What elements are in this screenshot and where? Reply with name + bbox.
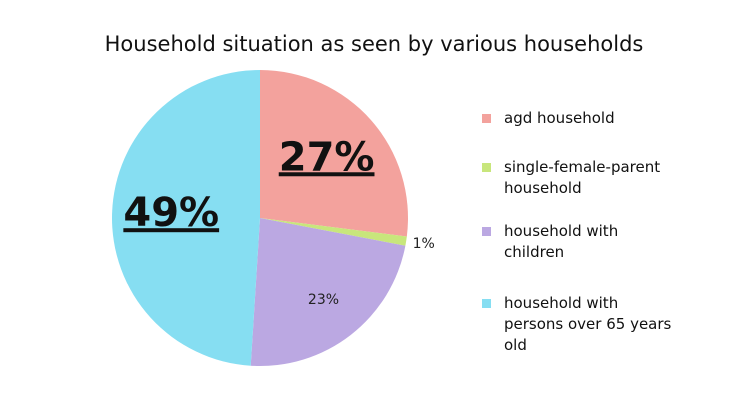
pie-slice <box>260 218 407 246</box>
pie-slice <box>260 70 408 237</box>
legend-item: household with persons over 65 years old <box>482 293 682 356</box>
legend-item: agd household <box>482 108 682 129</box>
legend-label: single-female-parent household <box>504 158 661 197</box>
legend-swatch <box>482 114 491 123</box>
pie-slice <box>112 70 260 366</box>
legend-label: household with persons over 65 years old <box>504 294 672 354</box>
data-label: 23% <box>308 292 339 308</box>
data-label: 27% <box>279 134 375 180</box>
data-label: 49% <box>123 190 219 236</box>
legend-label: agd household <box>504 109 615 127</box>
data-label: 1% <box>413 236 435 252</box>
legend-swatch <box>482 163 491 172</box>
legend-item: household with children <box>482 221 682 263</box>
pie-slice <box>250 218 406 366</box>
legend-label: household with children <box>504 222 619 261</box>
legend-item: single-female-parent household <box>482 157 682 199</box>
legend: agd household single-female-parent househ… <box>482 108 682 356</box>
chart-title: Household situation as seen by various h… <box>105 32 644 56</box>
legend-swatch <box>482 299 491 308</box>
legend-swatch <box>482 227 491 236</box>
